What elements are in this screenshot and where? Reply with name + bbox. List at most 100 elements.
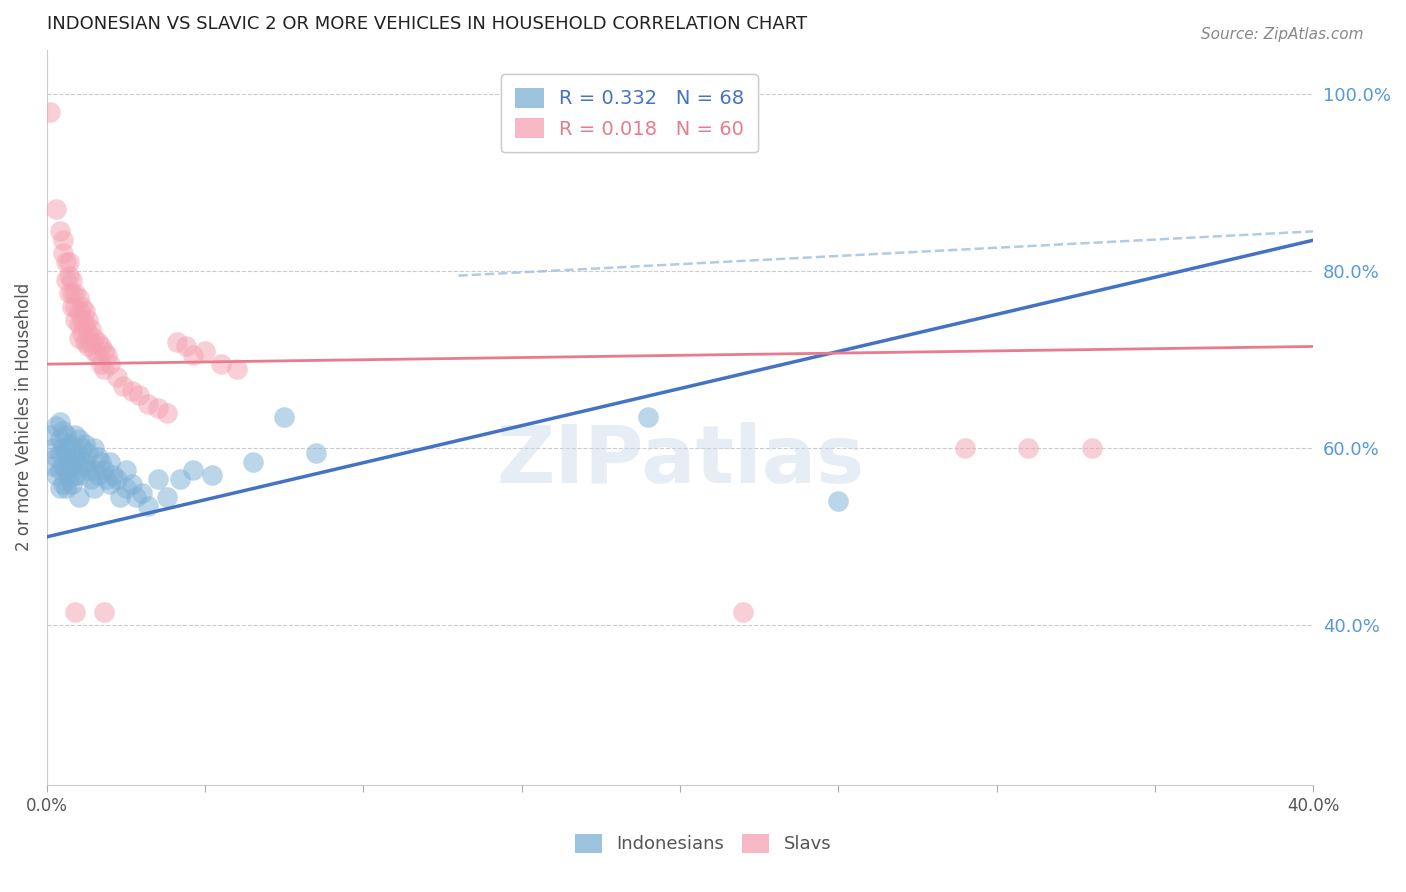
Point: [67, 490, 90, 504]
Point: [48, 415, 70, 429]
Point: [55, 255, 77, 269]
Point: [111, 379, 134, 393]
Point: [181, 348, 204, 362]
Point: [67, 450, 90, 464]
Point: [73, 437, 96, 451]
Point: [80, 472, 103, 486]
Point: [827, 494, 849, 508]
Legend: R = 0.332   N = 68, R = 0.018   N = 60: R = 0.332 N = 68, R = 0.018 N = 60: [501, 74, 758, 153]
Point: [52, 476, 75, 491]
Point: [52, 442, 75, 456]
Point: [96, 472, 118, 486]
Point: [67, 433, 90, 447]
Point: [174, 339, 197, 353]
Point: [128, 388, 150, 402]
Point: [93, 361, 115, 376]
Point: [73, 454, 96, 468]
Point: [108, 490, 131, 504]
Point: [42, 442, 65, 456]
Point: [65, 467, 87, 482]
Point: [52, 246, 75, 260]
Point: [156, 490, 179, 504]
Point: [65, 286, 87, 301]
Point: [39, 428, 62, 442]
Point: [115, 463, 138, 477]
Point: [105, 370, 128, 384]
Text: INDONESIAN VS SLAVIC 2 OR MORE VEHICLES IN HOUSEHOLD CORRELATION CHART: INDONESIAN VS SLAVIC 2 OR MORE VEHICLES …: [46, 15, 807, 33]
Point: [124, 490, 146, 504]
Point: [67, 330, 90, 344]
Point: [45, 450, 67, 464]
Point: [194, 343, 217, 358]
Point: [80, 322, 103, 336]
Point: [83, 481, 105, 495]
Point: [121, 384, 143, 398]
Point: [77, 446, 100, 460]
Point: [65, 605, 87, 619]
Point: [90, 339, 112, 353]
Point: [181, 463, 204, 477]
Point: [52, 424, 75, 438]
Point: [305, 446, 328, 460]
Point: [58, 286, 80, 301]
Point: [83, 343, 105, 358]
Point: [48, 446, 70, 460]
Legend: Indonesians, Slavs: Indonesians, Slavs: [568, 827, 838, 861]
Point: [86, 450, 108, 464]
Point: [273, 410, 295, 425]
Point: [98, 476, 121, 491]
Point: [83, 463, 105, 477]
Point: [65, 450, 87, 464]
Point: [48, 481, 70, 495]
Point: [60, 442, 83, 456]
Point: [60, 273, 83, 287]
Point: [146, 401, 169, 416]
Text: Source: ZipAtlas.com: Source: ZipAtlas.com: [1201, 27, 1364, 42]
Point: [45, 467, 67, 482]
Point: [98, 454, 121, 468]
Point: [67, 291, 90, 305]
Point: [121, 476, 143, 491]
Point: [156, 406, 179, 420]
Point: [93, 605, 115, 619]
Point: [65, 313, 87, 327]
Point: [48, 463, 70, 477]
Point: [67, 304, 90, 318]
Point: [80, 334, 103, 349]
Point: [90, 357, 112, 371]
Point: [166, 334, 188, 349]
Y-axis label: 2 or more Vehicles in Household: 2 or more Vehicles in Household: [15, 283, 32, 551]
Point: [77, 326, 100, 341]
Point: [131, 485, 153, 500]
Point: [55, 481, 77, 495]
Point: [58, 454, 80, 468]
Point: [83, 330, 105, 344]
Point: [83, 442, 105, 456]
Point: [136, 397, 159, 411]
Point: [48, 224, 70, 238]
Point: [55, 446, 77, 460]
Point: [58, 268, 80, 283]
Point: [146, 472, 169, 486]
Point: [60, 300, 83, 314]
Point: [73, 318, 96, 332]
Point: [86, 348, 108, 362]
Point: [55, 273, 77, 287]
Point: [70, 313, 93, 327]
Point: [136, 499, 159, 513]
Point: [65, 300, 87, 314]
Point: [103, 467, 125, 482]
Point: [60, 476, 83, 491]
Point: [90, 454, 112, 468]
Point: [115, 481, 138, 495]
Point: [67, 318, 90, 332]
Point: [86, 334, 108, 349]
Point: [42, 458, 65, 473]
Point: [58, 437, 80, 451]
Point: [60, 286, 83, 301]
Point: [70, 326, 93, 341]
Point: [65, 428, 87, 442]
Point: [209, 357, 232, 371]
Point: [77, 339, 100, 353]
Point: [225, 361, 247, 376]
